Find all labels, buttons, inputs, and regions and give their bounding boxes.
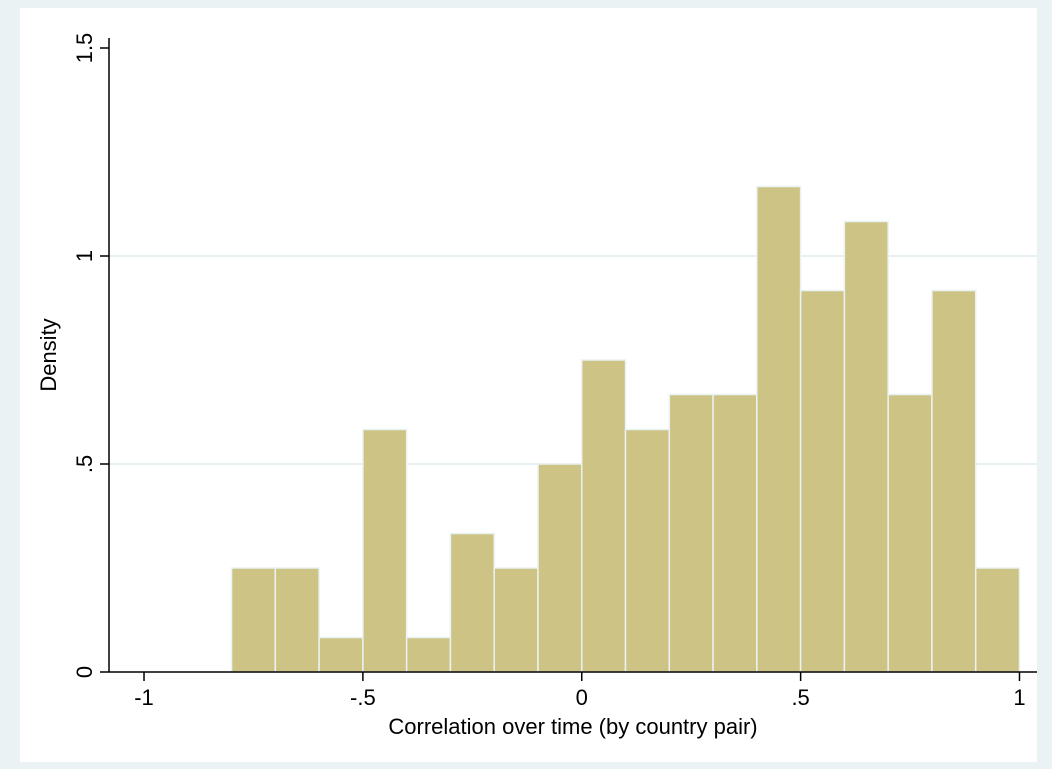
y-axis-title: Density xyxy=(36,318,61,391)
x-tick-label: -1 xyxy=(134,685,154,710)
x-tick-label: 0 xyxy=(576,685,588,710)
x-axis-ticks: -1 -.5 0 .5 1 xyxy=(134,672,1026,710)
histogram-bar xyxy=(405,636,452,673)
histogram-bars xyxy=(230,185,1021,673)
histogram-bar xyxy=(493,567,539,673)
histogram-bar xyxy=(931,289,977,673)
histogram-bar xyxy=(274,567,320,673)
histogram-bar xyxy=(974,567,1021,673)
y-tick-label: 1.5 xyxy=(72,33,97,64)
histogram-bar xyxy=(887,393,933,673)
x-tick-label: .5 xyxy=(791,685,809,710)
x-axis-title: Correlation over time (by country pair) xyxy=(388,714,757,739)
histogram-bar xyxy=(449,532,495,673)
x-tick-label: -.5 xyxy=(350,685,376,710)
histogram-bar xyxy=(581,359,627,673)
histogram-bar xyxy=(624,428,671,673)
histogram-bar xyxy=(712,393,758,673)
histogram-bar xyxy=(318,636,364,673)
y-tick-label: 1 xyxy=(72,250,97,262)
y-tick-label: .5 xyxy=(72,455,97,473)
histogram-bar xyxy=(843,220,889,673)
x-tick-label: 1 xyxy=(1013,685,1025,710)
y-axis-ticks: 0 .5 1 1.5 xyxy=(72,33,109,678)
histogram-bar xyxy=(230,567,277,673)
histogram-bar xyxy=(362,428,408,673)
histogram-bar xyxy=(799,289,846,673)
y-tick-label: 0 xyxy=(72,666,97,678)
histogram-bar xyxy=(756,185,802,673)
histogram-bar xyxy=(537,463,583,673)
histogram-bar xyxy=(668,393,714,673)
